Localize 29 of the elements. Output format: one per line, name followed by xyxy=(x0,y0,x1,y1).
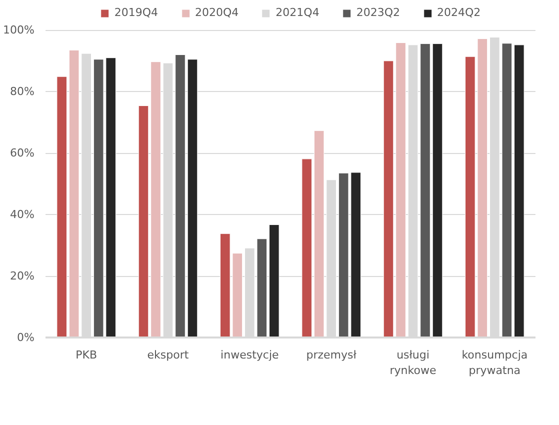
y-tick-label: 0% xyxy=(17,331,34,344)
legend-label: 2021Q4 xyxy=(276,6,320,19)
y-tick-label: 100% xyxy=(3,24,35,37)
bar xyxy=(396,42,406,338)
y-tick-label: 20% xyxy=(10,270,35,283)
x-tick-label: inwestycje xyxy=(220,348,280,362)
x-tick-label: przemysł xyxy=(306,348,358,362)
legend-label: 2023Q2 xyxy=(356,6,400,19)
y-tick-label: 60% xyxy=(10,146,35,160)
x-tick-label: usługi rynkowe xyxy=(390,348,436,378)
bar xyxy=(302,158,312,338)
bar xyxy=(432,43,443,338)
x-tick-label: PKB xyxy=(76,348,98,362)
bar xyxy=(187,59,198,338)
bar xyxy=(383,60,394,338)
legend-label: 2020Q4 xyxy=(195,6,239,19)
legend-label: 2024Q2 xyxy=(436,6,481,19)
bar xyxy=(175,54,186,338)
x-tick-label: eksport xyxy=(147,348,190,362)
bar xyxy=(150,62,161,338)
bar xyxy=(56,76,67,338)
bar xyxy=(269,224,280,338)
y-tick-label: 40% xyxy=(10,208,35,222)
bar xyxy=(514,44,524,338)
bar xyxy=(138,106,149,338)
bar xyxy=(420,43,430,338)
legend-label: 2019Q4 xyxy=(114,6,158,19)
x-tick-label: konsumpcja prywatna xyxy=(462,348,528,378)
y-tick-label: 80% xyxy=(10,85,35,98)
